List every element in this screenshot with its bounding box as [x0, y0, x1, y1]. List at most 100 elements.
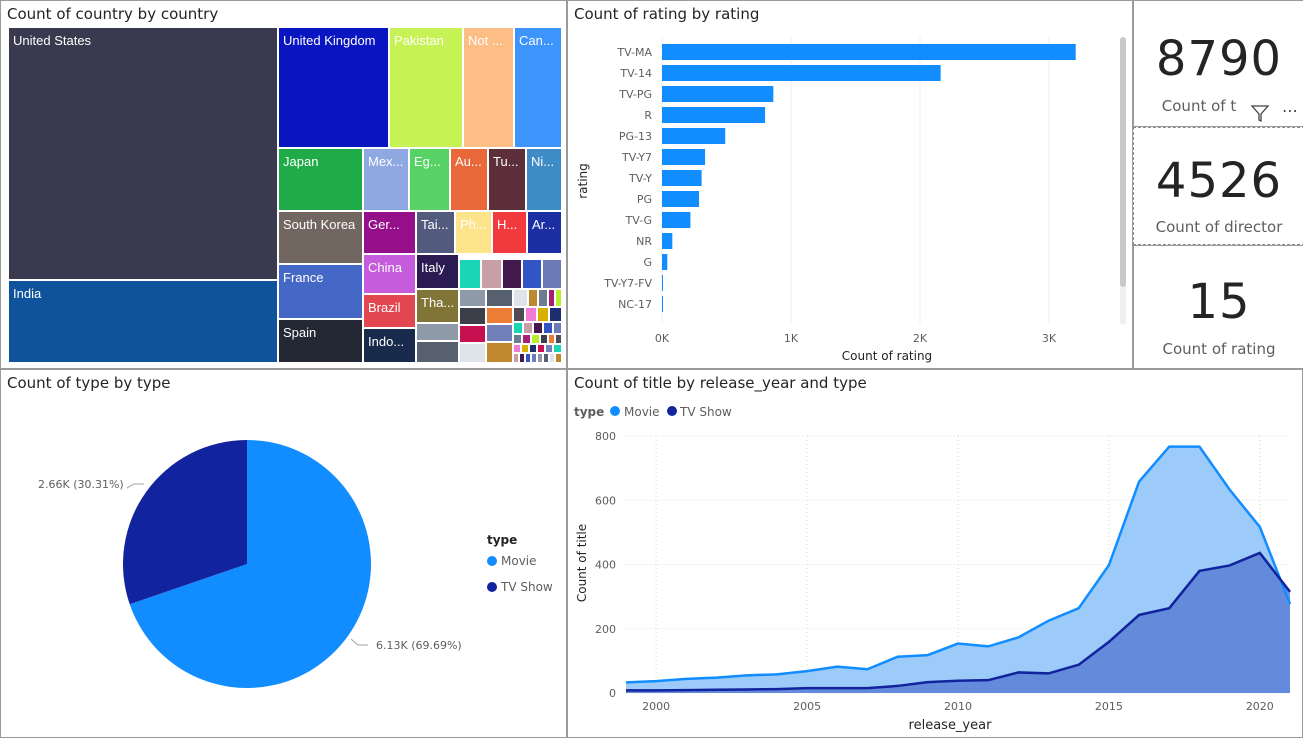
pie-legend-marker-movie[interactable]: [487, 556, 497, 566]
treemap-tile-small[interactable]: [486, 342, 513, 363]
treemap-tile-small[interactable]: [513, 322, 523, 334]
bar[interactable]: [662, 212, 691, 228]
treemap-tile-small[interactable]: [513, 353, 519, 363]
area-chart-panel[interactable]: Count of title by release_year and type …: [567, 369, 1303, 738]
treemap-tile[interactable]: Ph...: [455, 211, 492, 254]
treemap-tile[interactable]: Japan: [278, 148, 363, 211]
bar[interactable]: [662, 191, 700, 207]
treemap-tile-small[interactable]: [486, 324, 513, 342]
treemap-tile-small[interactable]: [522, 259, 542, 289]
treemap-tile-small[interactable]: [525, 307, 537, 322]
treemap-tile[interactable]: Tu...: [488, 148, 526, 211]
treemap-tile-small[interactable]: [459, 325, 486, 343]
bar[interactable]: [662, 86, 774, 102]
area-legend-movie[interactable]: Movie: [624, 405, 660, 419]
treemap-tile-small[interactable]: [481, 259, 502, 289]
treemap-tile-small[interactable]: [537, 353, 543, 363]
area-tv-show-fill[interactable]: [626, 552, 1290, 693]
bar[interactable]: [662, 233, 673, 249]
treemap-tile[interactable]: Ni...: [526, 148, 562, 211]
pie-legend-movie[interactable]: Movie: [501, 554, 537, 568]
treemap-tile[interactable]: Mex...: [363, 148, 409, 211]
treemap-tile[interactable]: Italy: [416, 254, 459, 289]
treemap-tile[interactable]: South Korea: [278, 211, 363, 264]
area-legend-tv-show[interactable]: TV Show: [679, 405, 732, 419]
area-movie-line[interactable]: [625, 445, 1292, 684]
treemap-tile-small[interactable]: [522, 334, 531, 344]
treemap-tile-small[interactable]: [459, 289, 486, 307]
area-tv-show-line[interactable]: [626, 551, 1291, 692]
treemap-tile-small[interactable]: [553, 344, 562, 353]
filter-icon[interactable]: [1250, 103, 1270, 123]
pie-slice-tv-show[interactable]: [123, 440, 247, 605]
treemap-tile-small[interactable]: [543, 353, 549, 363]
bar[interactable]: [662, 128, 726, 144]
treemap-tile-small[interactable]: [416, 341, 459, 363]
treemap-tile-small[interactable]: [540, 334, 548, 344]
card-3[interactable]: 15 Count of rating: [1133, 245, 1303, 369]
treemap-tile[interactable]: Brazil: [363, 294, 416, 328]
treemap-tile[interactable]: China: [363, 254, 416, 294]
treemap-tile[interactable]: Spain: [278, 319, 363, 363]
treemap-tile[interactable]: Au...: [450, 148, 488, 211]
bar[interactable]: [662, 149, 706, 165]
card-2[interactable]: 4526 Count of director: [1133, 127, 1303, 245]
bar[interactable]: [662, 275, 663, 291]
treemap-tile-small[interactable]: [519, 353, 525, 363]
treemap-tile[interactable]: France: [278, 264, 363, 319]
bar-chart-panel[interactable]: Count of rating by rating 0K 1K 2K 3K TV-MA T…: [567, 0, 1133, 369]
treemap-tile[interactable]: Not ...: [463, 27, 514, 148]
treemap-tile-small[interactable]: [533, 322, 543, 334]
treemap-tile[interactable]: Pakistan: [389, 27, 463, 148]
treemap-tile-small[interactable]: [549, 353, 555, 363]
treemap-tile-small[interactable]: [523, 322, 533, 334]
treemap-tile-small[interactable]: [513, 334, 522, 344]
bar[interactable]: [662, 107, 766, 123]
treemap-tile-small[interactable]: [528, 289, 538, 307]
bar[interactable]: [662, 296, 663, 312]
pie-chart-panel[interactable]: Count of type by type 2.66K (30.31%) 6.1…: [0, 369, 567, 738]
treemap-tile-small[interactable]: [542, 259, 562, 289]
bar[interactable]: [662, 65, 941, 81]
treemap-tile-small[interactable]: [553, 322, 562, 334]
treemap-tile-small[interactable]: [555, 353, 562, 363]
treemap-tile[interactable]: Eg...: [409, 148, 450, 211]
bar[interactable]: [662, 170, 702, 186]
pie-legend-marker-tv-show[interactable]: [487, 582, 497, 592]
treemap-tile-small[interactable]: [521, 344, 529, 353]
treemap-tile-small[interactable]: [513, 289, 528, 307]
bar[interactable]: [662, 254, 668, 270]
treemap-tile[interactable]: Ger...: [363, 211, 416, 254]
treemap-tile-small[interactable]: [529, 344, 537, 353]
treemap-tile-small[interactable]: [525, 353, 531, 363]
pie-slice-movie[interactable]: [129, 440, 371, 688]
treemap-tile-small[interactable]: [555, 289, 562, 307]
treemap-tile[interactable]: Can...: [514, 27, 562, 148]
treemap-tile-small[interactable]: [531, 353, 537, 363]
bar[interactable]: [662, 44, 1076, 60]
bar-scrollbar-thumb[interactable]: [1120, 37, 1126, 287]
treemap-tile-small[interactable]: [537, 307, 549, 322]
treemap-panel[interactable]: Count of country by country United State…: [0, 0, 567, 369]
treemap-tile-small[interactable]: [486, 307, 513, 324]
treemap-tile[interactable]: United Kingdom: [278, 27, 389, 148]
treemap-tile-small[interactable]: [513, 307, 525, 322]
area-legend-marker-movie[interactable]: [610, 406, 620, 416]
treemap-tile-small[interactable]: [459, 307, 486, 325]
treemap-tile-small[interactable]: [416, 323, 459, 341]
area-legend-marker-tv-show[interactable]: [667, 406, 677, 416]
treemap-tile-small[interactable]: [548, 334, 555, 344]
treemap-tile[interactable]: United States: [8, 27, 278, 280]
treemap-tile-small[interactable]: [531, 334, 540, 344]
treemap-tile[interactable]: Tai...: [416, 211, 455, 254]
treemap-tile[interactable]: Tha...: [416, 289, 459, 323]
treemap-tile-small[interactable]: [459, 343, 486, 363]
treemap-tile-small[interactable]: [513, 344, 521, 353]
treemap-tile-small[interactable]: [459, 259, 481, 289]
treemap-tile-small[interactable]: [502, 259, 522, 289]
more-options-icon[interactable]: ⋯: [1282, 101, 1298, 120]
treemap-tile-small[interactable]: [537, 344, 545, 353]
treemap-tile-small[interactable]: [543, 322, 553, 334]
treemap-tile-small[interactable]: [548, 289, 555, 307]
treemap-tile[interactable]: Ar...: [527, 211, 562, 254]
